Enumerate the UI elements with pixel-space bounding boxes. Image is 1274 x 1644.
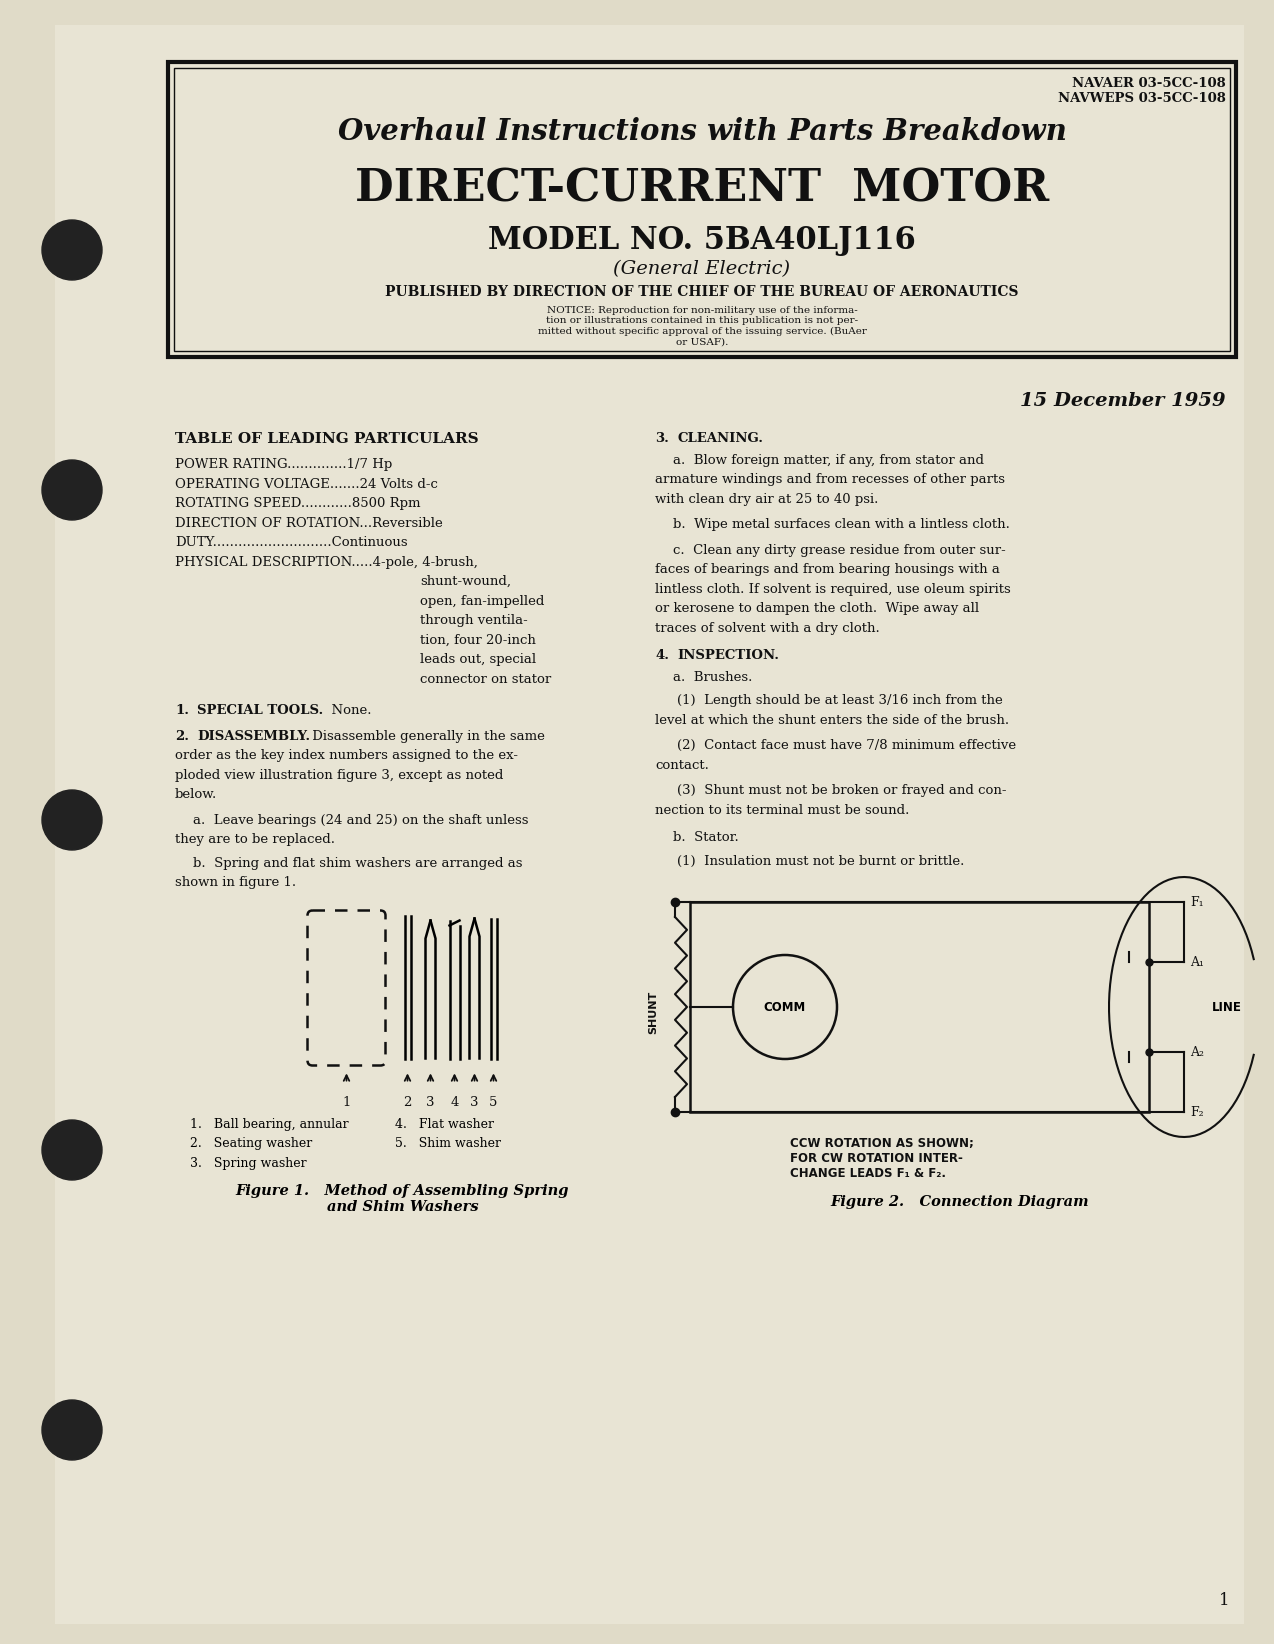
Text: order as the key index numbers assigned to the ex-: order as the key index numbers assigned … [175,750,519,763]
Text: 1.   Ball bearing, annular: 1. Ball bearing, annular [190,1118,349,1131]
Text: 2: 2 [404,1095,412,1108]
FancyBboxPatch shape [55,25,1243,1624]
Circle shape [42,1401,102,1460]
Text: armature windings and from recesses of other parts: armature windings and from recesses of o… [655,473,1005,487]
Text: (2)  Contact face must have 7/8 minimum effective: (2) Contact face must have 7/8 minimum e… [676,740,1017,751]
Text: tion, four 20-inch: tion, four 20-inch [420,633,536,646]
Text: 5.   Shim washer: 5. Shim washer [395,1138,501,1151]
Text: with clean dry air at 25 to 40 psi.: with clean dry air at 25 to 40 psi. [655,493,878,505]
Text: 1.: 1. [175,704,189,717]
Text: (3)  Shunt must not be broken or frayed and con-: (3) Shunt must not be broken or frayed a… [676,784,1006,797]
Text: A₁: A₁ [1190,955,1204,968]
Text: ploded view illustration figure 3, except as noted: ploded view illustration figure 3, excep… [175,768,503,781]
Text: b.  Wipe metal surfaces clean with a lintless cloth.: b. Wipe metal surfaces clean with a lint… [673,518,1010,531]
Text: 1: 1 [1219,1591,1229,1609]
Text: leads out, special: leads out, special [420,653,536,666]
Text: b.  Stator.: b. Stator. [673,830,739,843]
Text: TABLE OF LEADING PARTICULARS: TABLE OF LEADING PARTICULARS [175,432,479,446]
Text: DIRECT-CURRENT  MOTOR: DIRECT-CURRENT MOTOR [355,168,1049,210]
Text: DISASSEMBLY.: DISASSEMBLY. [197,730,310,743]
Text: contact.: contact. [655,758,708,771]
Text: NAVAER 03-5CC-108
NAVWEPS 03-5CC-108: NAVAER 03-5CC-108 NAVWEPS 03-5CC-108 [1059,77,1226,105]
FancyBboxPatch shape [168,62,1236,357]
Text: CLEANING.: CLEANING. [676,432,763,446]
Text: below.: below. [175,787,218,801]
Text: 3.   Spring washer: 3. Spring washer [190,1156,307,1169]
Text: connector on stator: connector on stator [420,672,552,686]
Text: 3: 3 [470,1095,479,1108]
Text: F₂: F₂ [1190,1105,1204,1118]
Text: shunt-wound,: shunt-wound, [420,575,511,589]
Text: INSPECTION.: INSPECTION. [676,649,778,663]
Text: Overhaul Instructions with Parts Breakdown: Overhaul Instructions with Parts Breakdo… [338,117,1066,146]
Text: Figure 2.   Connection Diagram: Figure 2. Connection Diagram [831,1195,1089,1208]
Text: LINE: LINE [1212,1001,1242,1013]
Text: (1)  Length should be at least 3/16 inch from the: (1) Length should be at least 3/16 inch … [676,694,1003,707]
Text: 15 December 1959: 15 December 1959 [1020,391,1226,409]
Text: shown in figure 1.: shown in figure 1. [175,876,296,889]
Text: PUBLISHED BY DIRECTION OF THE CHIEF OF THE BUREAU OF AERONAUTICS: PUBLISHED BY DIRECTION OF THE CHIEF OF T… [385,284,1019,299]
Text: SHUNT: SHUNT [648,990,657,1034]
Text: they are to be replaced.: they are to be replaced. [175,834,335,847]
Text: c.  Clean any dirty grease residue from outer sur-: c. Clean any dirty grease residue from o… [673,544,1005,557]
Text: nection to its terminal must be sound.: nection to its terminal must be sound. [655,804,910,817]
Text: a.  Blow foreign matter, if any, from stator and: a. Blow foreign matter, if any, from sta… [673,454,984,467]
Text: 4.   Flat washer: 4. Flat washer [395,1118,494,1131]
Text: None.: None. [324,704,372,717]
Text: DUTY............................Continuous: DUTY............................Continuo… [175,536,408,549]
Text: (1)  Insulation must not be burnt or brittle.: (1) Insulation must not be burnt or brit… [676,855,964,868]
Text: ROTATING SPEED............8500 Rpm: ROTATING SPEED............8500 Rpm [175,496,420,510]
Text: 2.: 2. [175,730,189,743]
Text: 4.: 4. [655,649,669,663]
Text: a.  Leave bearings (24 and 25) on the shaft unless: a. Leave bearings (24 and 25) on the sha… [192,814,529,827]
Text: 1: 1 [343,1095,350,1108]
Text: Figure 1.   Method of Assembling Spring
and Shim Washers: Figure 1. Method of Assembling Spring an… [236,1184,569,1215]
Text: 4: 4 [450,1095,459,1108]
Text: DIRECTION OF ROTATION...Reversible: DIRECTION OF ROTATION...Reversible [175,516,443,529]
Text: COMM: COMM [764,1001,806,1013]
Text: F₁: F₁ [1190,896,1204,909]
Text: 2.   Seating washer: 2. Seating washer [190,1138,312,1151]
Text: 3: 3 [427,1095,434,1108]
Text: POWER RATING..............1/7 Hp: POWER RATING..............1/7 Hp [175,459,392,470]
Text: or kerosene to dampen the cloth.  Wipe away all: or kerosene to dampen the cloth. Wipe aw… [655,602,980,615]
Text: CCW ROTATION AS SHOWN;
FOR CW ROTATION INTER-
CHANGE LEADS F₁ & F₂.: CCW ROTATION AS SHOWN; FOR CW ROTATION I… [790,1138,973,1180]
Text: OPERATING VOLTAGE.......24 Volts d-c: OPERATING VOLTAGE.......24 Volts d-c [175,477,438,490]
Text: through ventila-: through ventila- [420,613,527,626]
Text: lintless cloth. If solvent is required, use oleum spirits: lintless cloth. If solvent is required, … [655,582,1010,595]
Text: A₂: A₂ [1190,1046,1204,1059]
Text: NOTICE: Reproduction for non-military use of the informa-
tion or illustrations : NOTICE: Reproduction for non-military us… [538,306,866,347]
Text: SPECIAL TOOLS.: SPECIAL TOOLS. [197,704,324,717]
Text: level at which the shunt enters the side of the brush.: level at which the shunt enters the side… [655,713,1009,727]
Text: (General Electric): (General Electric) [614,260,791,278]
Text: MODEL NO. 5BA40LJ116: MODEL NO. 5BA40LJ116 [488,225,916,256]
Text: 3.: 3. [655,432,669,446]
Text: 5: 5 [489,1095,498,1108]
Circle shape [42,1120,102,1180]
Text: a.  Brushes.: a. Brushes. [673,671,753,684]
Text: open, fan-impelled: open, fan-impelled [420,595,544,608]
Circle shape [42,460,102,520]
Circle shape [42,220,102,279]
Text: traces of solvent with a dry cloth.: traces of solvent with a dry cloth. [655,621,880,635]
Text: PHYSICAL DESCRIPTION.....4-pole, 4-brush,: PHYSICAL DESCRIPTION.....4-pole, 4-brush… [175,556,478,569]
Circle shape [42,791,102,850]
Text: Disassemble generally in the same: Disassemble generally in the same [308,730,545,743]
Text: b.  Spring and flat shim washers are arranged as: b. Spring and flat shim washers are arra… [192,857,522,870]
Text: faces of bearings and from bearing housings with a: faces of bearings and from bearing housi… [655,562,1000,575]
